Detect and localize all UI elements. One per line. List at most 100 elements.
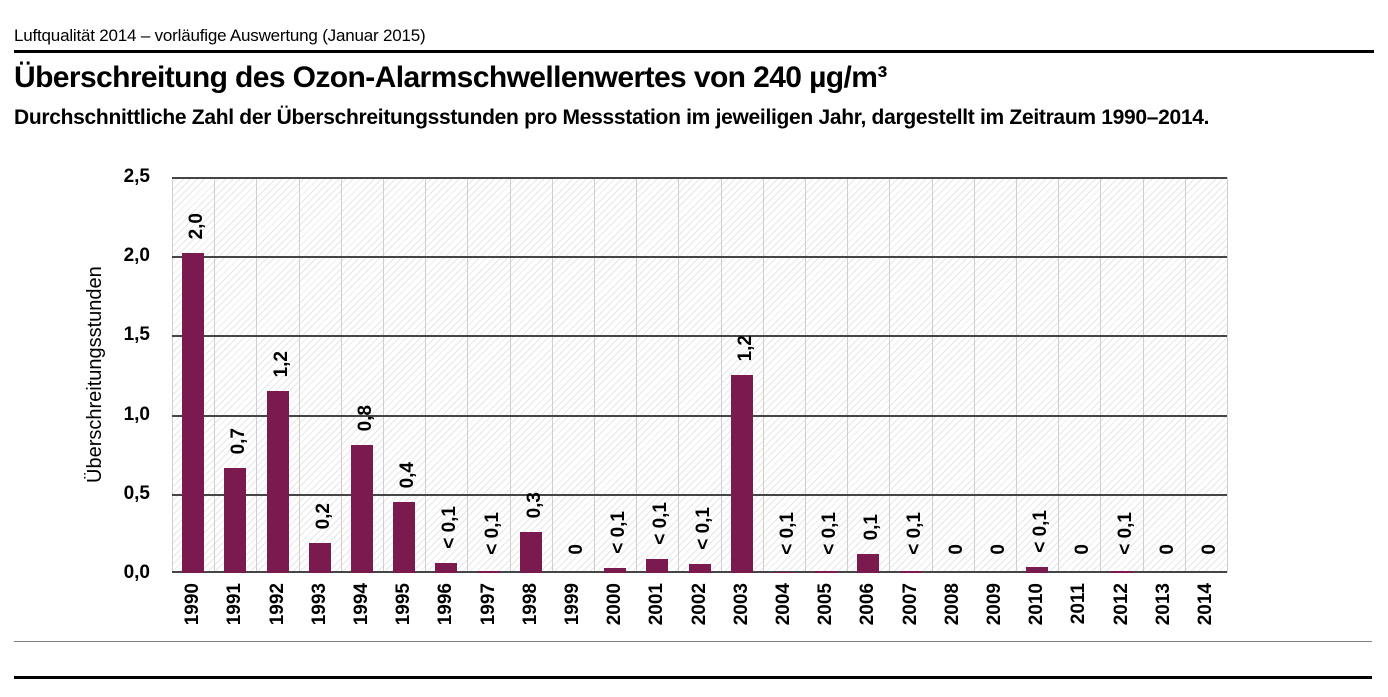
footer-rule-thick — [14, 676, 1372, 679]
x-tick-label: 2006 — [857, 583, 878, 626]
x-tick-label: 2010 — [1026, 583, 1047, 626]
x-tick-label: 1996 — [435, 583, 456, 626]
x-tick-label: 2012 — [1111, 583, 1132, 626]
bar-value-label: 0,8 — [355, 404, 376, 431]
bar-value-label: 0 — [1199, 544, 1220, 555]
x-tick-label: 1990 — [182, 583, 203, 626]
bar-value-label: 0 — [1072, 544, 1093, 555]
x-tick-label: 2007 — [900, 583, 921, 626]
y-tick-label: 1,0 — [123, 404, 150, 425]
vertical-gridline — [510, 177, 511, 573]
y-axis: 2,5 2,0 1,5 1,0 0,5 0,0 — [0, 166, 160, 583]
x-tick-label: 2014 — [1195, 583, 1216, 626]
x-tick-label: 2002 — [689, 583, 710, 626]
horizontal-gridline — [172, 256, 1227, 258]
vertical-gridline — [678, 177, 679, 573]
bar-value-label: < 0,1 — [650, 502, 671, 545]
bar-2003 — [731, 375, 753, 573]
y-tick-label: 1,5 — [123, 324, 150, 345]
vertical-gridline — [383, 177, 384, 573]
bar-value-label: 0,3 — [524, 491, 545, 518]
bar-value-label: < 0,1 — [904, 512, 925, 555]
vertical-gridline — [1058, 177, 1059, 573]
vertical-gridline — [721, 177, 722, 573]
page-title: Überschreitung des Ozon-Alarmschwellenwe… — [14, 61, 887, 94]
y-tick-label: 0,5 — [123, 483, 150, 504]
page-subtitle: Durchschnittliche Zahl der Überschreitun… — [14, 106, 1210, 129]
bar-value-label: < 0,1 — [1115, 512, 1136, 555]
x-axis: 1990 1991 1992 1993 1994 1995 1996 1997 1998 1999… — [172, 583, 1227, 653]
x-tick-label: 1999 — [562, 583, 583, 626]
vertical-gridline — [1016, 177, 1017, 573]
bar-value-label: 0 — [566, 544, 587, 555]
header-rule — [14, 50, 1374, 53]
vertical-gridline — [805, 177, 806, 573]
vertical-gridline — [425, 177, 426, 573]
horizontal-gridline — [172, 415, 1227, 417]
x-tick-label: 1994 — [351, 583, 372, 626]
vertical-gridline — [552, 177, 553, 573]
x-tick-label: 1997 — [478, 583, 499, 626]
bar-2004 — [773, 572, 795, 573]
bar-1994 — [351, 445, 373, 573]
bar-value-label: < 0,1 — [608, 511, 629, 554]
x-tick-label: 1995 — [393, 583, 414, 626]
bar-value-label: 0,1 — [861, 513, 882, 540]
bar-2010 — [1026, 567, 1048, 573]
footer-rule-thin — [14, 641, 1372, 642]
vertical-gridline — [1100, 177, 1101, 573]
vertical-gridline — [594, 177, 595, 573]
x-tick-label: 2005 — [815, 583, 836, 626]
x-tick-label: 2000 — [604, 583, 625, 626]
x-tick-label: 1991 — [224, 583, 245, 626]
bar-1996 — [435, 563, 457, 573]
bar-value-label: < 0,1 — [439, 506, 460, 549]
bar-value-label: < 0,1 — [693, 507, 714, 550]
bar-1990 — [182, 253, 204, 573]
vertical-gridline — [1227, 177, 1228, 573]
bar-2007 — [900, 571, 922, 573]
y-tick-label: 0,0 — [123, 562, 150, 583]
vertical-gridline — [341, 177, 342, 573]
bar-value-label: 1,2 — [271, 350, 292, 377]
bar-1991 — [224, 468, 246, 573]
vertical-gridline — [889, 177, 890, 573]
vertical-gridline — [1143, 177, 1144, 573]
bar-value-label: < 0,1 — [777, 512, 798, 555]
plot-area: 2,0 0,7 1,2 0,2 0,8 0,4 < 0,1 < 0,1 0,3 0 < 0,1 < 0… — [172, 177, 1228, 573]
bar-2006 — [857, 554, 879, 573]
bar-value-label: 0 — [1157, 544, 1178, 555]
vertical-gridline — [299, 177, 300, 573]
x-tick-label: 2004 — [773, 583, 794, 626]
vertical-gridline — [847, 177, 848, 573]
bar-value-label: < 0,1 — [1030, 510, 1051, 553]
horizontal-gridline — [172, 335, 1227, 337]
bar-value-label: 0,4 — [397, 461, 418, 488]
vertical-gridline — [172, 177, 173, 573]
bar-1997 — [478, 571, 500, 573]
bar-value-label: 0 — [988, 544, 1009, 555]
bar-value-label: 0,7 — [228, 427, 249, 454]
x-tick-label: 1993 — [309, 583, 330, 626]
vertical-gridline — [932, 177, 933, 573]
x-tick-label: 1992 — [267, 583, 288, 626]
bar-2000 — [604, 568, 626, 573]
bar-value-label: 0,2 — [313, 502, 334, 529]
bar-2001 — [646, 559, 668, 573]
vertical-gridline — [1185, 177, 1186, 573]
bar-1992 — [267, 391, 289, 573]
x-tick-label: 2011 — [1068, 583, 1089, 625]
bar-2002 — [689, 564, 711, 573]
horizontal-gridline — [172, 177, 1227, 179]
x-tick-label: 2003 — [731, 583, 752, 626]
vertical-gridline — [636, 177, 637, 573]
vertical-gridline — [214, 177, 215, 573]
y-tick-label: 2,0 — [123, 245, 150, 266]
kicker-text: Luftqualität 2014 – vorläufige Auswertun… — [14, 26, 426, 45]
vertical-gridline — [467, 177, 468, 573]
x-tick-label: 1998 — [520, 583, 541, 626]
bar-value-label: 2,0 — [186, 212, 207, 239]
bar-1995 — [393, 502, 415, 573]
x-tick-label: 2008 — [942, 583, 963, 626]
